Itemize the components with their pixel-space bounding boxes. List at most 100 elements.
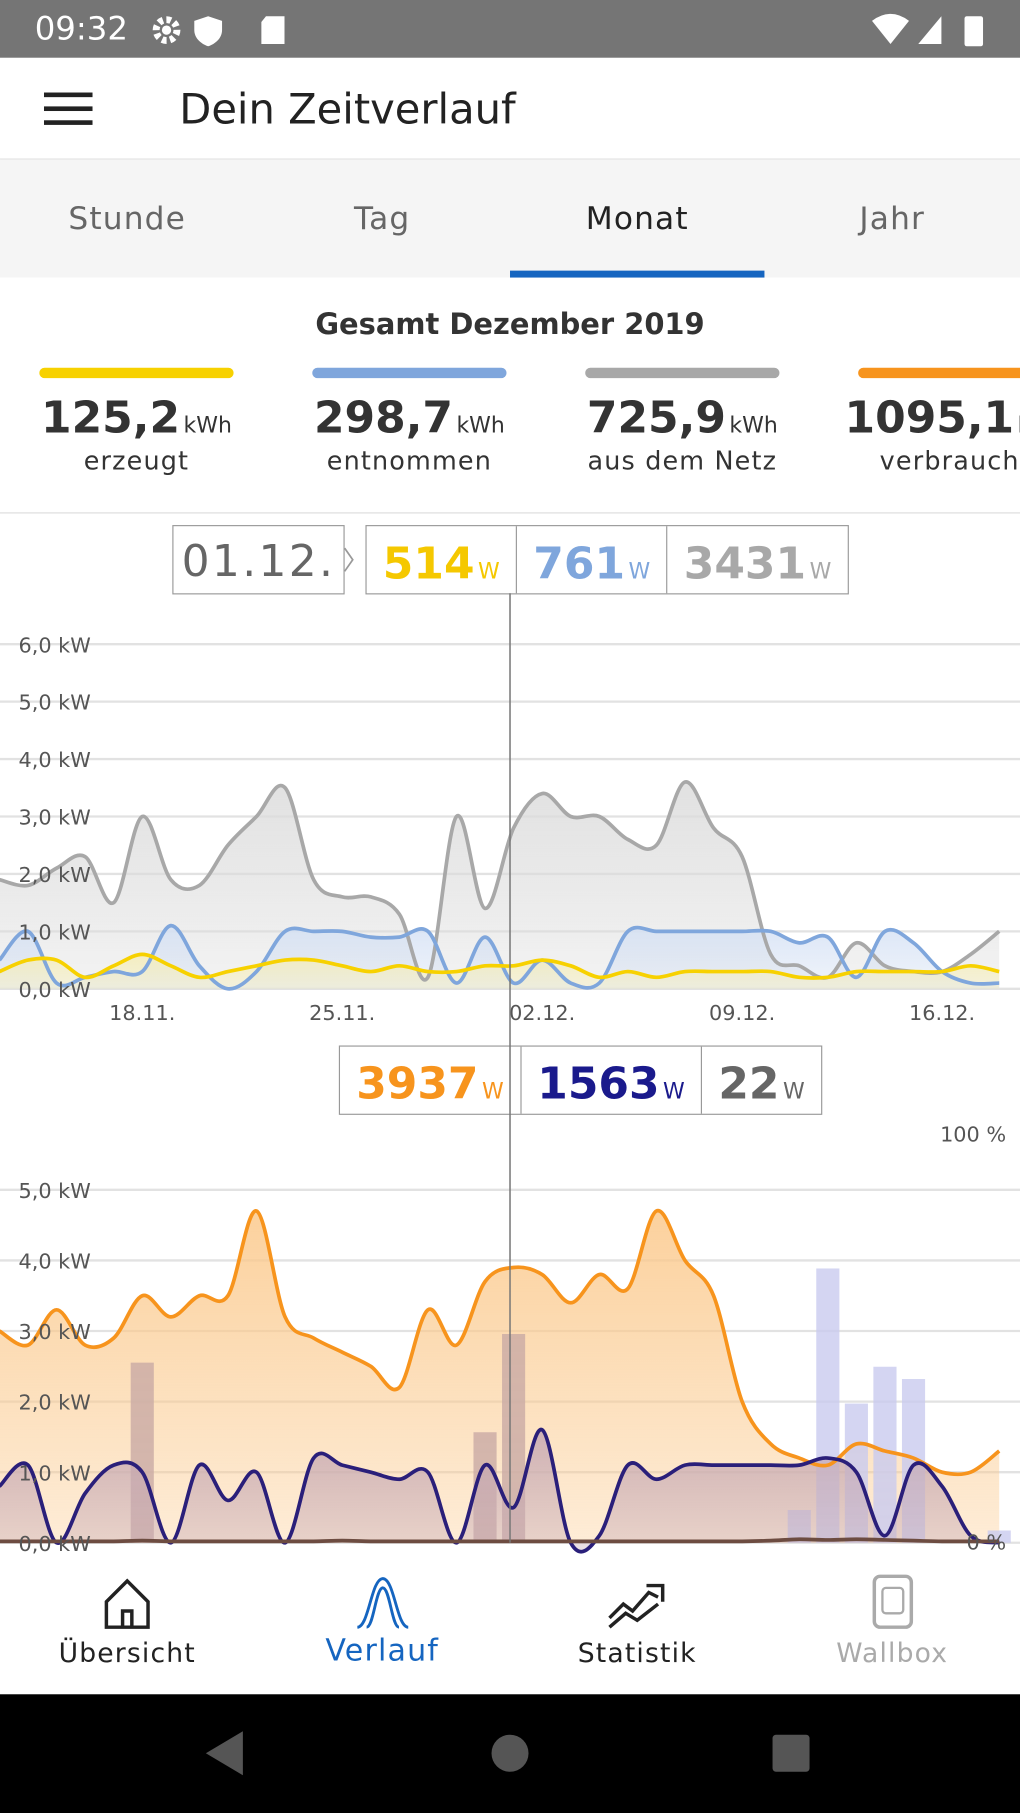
- summary-unit: kWh: [183, 412, 232, 439]
- x-tick-label: 18.11.: [109, 1001, 175, 1025]
- summary-item: 125,2 kWh erzeugt: [0, 367, 273, 477]
- color-bar: [858, 367, 1020, 379]
- value-row: 125,2 kWh: [0, 392, 273, 443]
- nav-icon: [608, 1583, 665, 1629]
- home-button[interactable]: [491, 1734, 529, 1772]
- clock: 09:32: [34, 9, 129, 48]
- nav-icon: [104, 1578, 150, 1629]
- tooltip-unit: W: [809, 558, 832, 585]
- tooltip: 3937 W 1563 W 22 W: [338, 1045, 823, 1115]
- y-tick-label: 4,0 kW: [19, 748, 91, 772]
- y-tick-label: 2,0 kW: [19, 1391, 91, 1415]
- line: [0, 1537, 1000, 1544]
- tooltip-cell: 761 W: [517, 526, 668, 594]
- x-tick-label: 09.12.: [709, 1001, 775, 1025]
- nav-item[interactable]: Übersicht: [0, 1555, 254, 1669]
- y-tick-label: 3,0 kW: [19, 806, 91, 830]
- y-tick-label: 0,0 kW: [19, 978, 91, 1002]
- tooltip-unit: W: [481, 1079, 504, 1105]
- summary-item: 1095,1kWh verbraucht: [819, 367, 1020, 477]
- bottom-nav: Übersicht Verlauf Statistik Wallbox: [0, 1555, 1020, 1695]
- color-bar: [585, 367, 780, 379]
- summary-value: 298,7: [313, 392, 453, 443]
- x-tick-label: 25.11.: [309, 1001, 375, 1025]
- tooltip-value: 22: [718, 1058, 780, 1110]
- y-tick-label: 5,0 kW: [19, 691, 91, 715]
- charts: 0,0 kW 1,0 kW 2,0 kW 3,0 kW 4,0 kW 5,0 kW 6,0 …: [0, 593, 1020, 1555]
- y-tick-label: 3,0 kW: [19, 1320, 91, 1344]
- y-tick-label: 5,0 kW: [19, 1179, 91, 1203]
- nav-label: Wallbox: [836, 1638, 949, 1669]
- recents-button[interactable]: [772, 1734, 810, 1772]
- menu-button[interactable]: [43, 92, 95, 128]
- summary-item: 725,9 kWh aus dem Netz: [546, 367, 819, 477]
- tab[interactable]: Monat: [585, 201, 689, 238]
- tooltip-cell: 3431 W: [668, 526, 848, 593]
- y-tick-label: 4,0 kW: [19, 1250, 91, 1274]
- system-buttons: [205, 1731, 810, 1776]
- y2-tick-label: 100 %: [940, 1122, 1006, 1146]
- tooltip-cell: 22 W: [702, 1047, 821, 1114]
- app-bar: Dein Zeitverlauf: [0, 57, 1020, 160]
- color-bar: [39, 367, 234, 379]
- line: [0, 952, 1000, 980]
- status-bar: 09:32: [0, 0, 1020, 58]
- nav-item[interactable]: Wallbox: [765, 1555, 1019, 1669]
- system-icons: [872, 13, 984, 47]
- summary-value: 1095,1: [844, 392, 1015, 443]
- line: [0, 1209, 1001, 1477]
- app-title: Dein Zeitverlauf: [179, 86, 516, 135]
- tooltip-cell: 3937 W: [340, 1046, 522, 1114]
- y-tick-label: 0,0 kW: [19, 1532, 91, 1556]
- tooltip-unit: W: [478, 558, 500, 585]
- tooltip: 514 W 761 W 3431 W: [365, 525, 849, 595]
- tooltip-value: 3937: [356, 1058, 479, 1110]
- nav-label: Verlauf: [325, 1634, 440, 1669]
- nav-item[interactable]: Verlauf: [255, 1555, 509, 1669]
- tooltip-date: 01.12.: [172, 525, 345, 595]
- tooltip-cell: 1563 W: [521, 1046, 703, 1114]
- summary-unit: kWh: [456, 412, 505, 439]
- chart-top: 0,0 kW 1,0 kW 2,0 kW 3,0 kW 4,0 kW 5,0 kW 6,0 …: [0, 633, 1020, 1025]
- back-button[interactable]: [205, 1731, 243, 1776]
- summary-label: aus dem Netz: [587, 447, 778, 477]
- summary-label: erzeugt: [83, 447, 190, 477]
- bar: [873, 1366, 897, 1543]
- status-icons: [152, 16, 285, 47]
- color-bar: [312, 367, 507, 379]
- y-tick-label: 2,0 kW: [19, 863, 91, 887]
- summary-label: entnommen: [326, 447, 493, 477]
- tab[interactable]: Tag: [354, 201, 411, 238]
- x-tick-label: 02.12.: [509, 1001, 575, 1025]
- y-tick-label: 1,0 kW: [19, 920, 91, 944]
- tooltip-value: 514: [382, 537, 475, 589]
- tab-bar: Stunde Tag Monat Jahr: [0, 159, 1020, 278]
- tooltip-value: 761: [533, 537, 626, 589]
- tab[interactable]: Stunde: [68, 201, 187, 238]
- summary-value: 125,2: [41, 392, 181, 443]
- tab[interactable]: Jahr: [859, 201, 926, 238]
- nav-label: Statistik: [577, 1638, 697, 1669]
- nav-label: Übersicht: [58, 1638, 196, 1669]
- area: [0, 1211, 1000, 1543]
- summary-unit: kWh: [1018, 413, 1020, 438]
- value-row: 298,7 kWh: [273, 392, 546, 443]
- summary-unit: kWh: [729, 412, 778, 439]
- line: [0, 923, 1000, 991]
- tooltip-value: 3431: [683, 537, 807, 589]
- nav-item[interactable]: Statistik: [510, 1555, 764, 1669]
- summary-label: verbraucht: [879, 447, 1020, 477]
- chevron: [343, 547, 354, 572]
- y-tick-label: 6,0 kW: [19, 633, 91, 657]
- tooltip-cell: 514 W: [367, 526, 518, 594]
- tooltip-unit: W: [663, 1079, 685, 1105]
- summary-value: 725,9: [586, 392, 726, 443]
- value-row: 725,9 kWh: [546, 392, 819, 443]
- nav-icon: [356, 1577, 409, 1629]
- y-tick-label: 1,0 kW: [19, 1461, 91, 1485]
- tooltip-unit: W: [628, 558, 651, 585]
- tooltip-unit: W: [782, 1079, 805, 1105]
- chart-bottom: 0,0 kW 1,0 kW 2,0 kW 3,0 kW 4,0 kW 5,0 kW 0 % 1…: [0, 1122, 1020, 1555]
- nav-icon: [872, 1574, 913, 1629]
